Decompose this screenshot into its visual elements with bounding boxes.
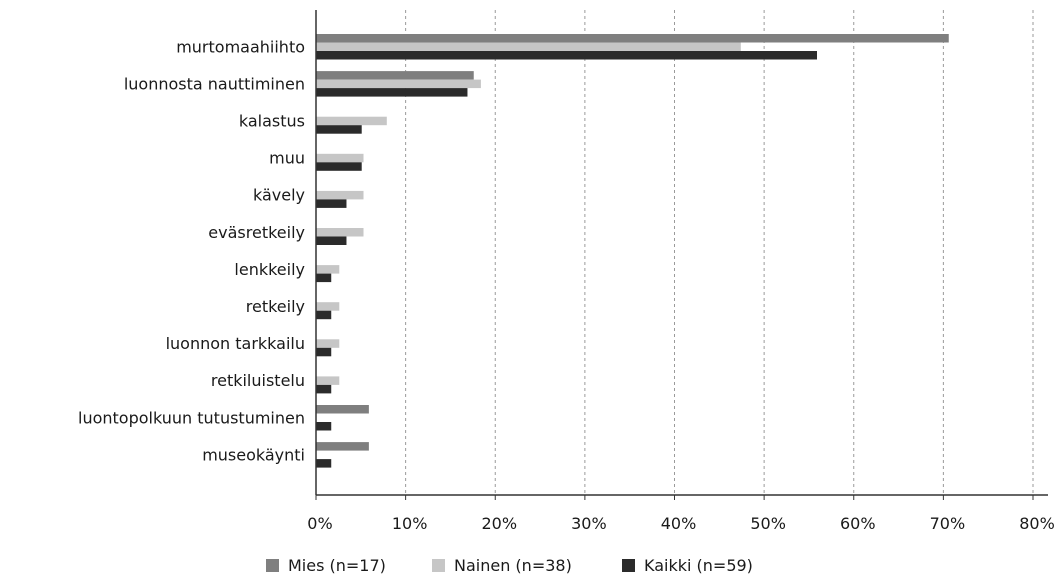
x-tick-labels: 0% 10% 20% 30% 40% 50% 60% 70% 80% (307, 514, 1054, 533)
category-label: eväsretkeily (208, 223, 305, 242)
bar (316, 384, 332, 394)
legend-label: Kaikki (n=59) (644, 556, 753, 575)
category-label: lenkkeily (234, 260, 305, 279)
legend-label: Nainen (n=38) (454, 556, 572, 575)
category-label: retkiluistelu (211, 371, 305, 390)
x-tick-label: 80% (1019, 514, 1055, 533)
bar (316, 42, 741, 51)
category-label: museokäynti (202, 445, 305, 464)
bar (316, 459, 332, 468)
legend-swatch (432, 559, 445, 572)
legend-label: Mies (n=17) (288, 556, 386, 575)
x-tick-label: 60% (840, 514, 876, 533)
bar (316, 190, 364, 200)
category-label: murtomaahiihto (176, 37, 305, 56)
legend-swatch (266, 559, 279, 572)
bar (316, 88, 468, 97)
category-label: luonnosta nauttiminen (124, 74, 305, 93)
category-label: luonnon tarkkailu (166, 334, 305, 353)
bar (316, 442, 369, 451)
bar (316, 162, 362, 171)
bar (316, 153, 364, 163)
bar (316, 199, 347, 208)
bar (316, 51, 818, 60)
category-label: kalastus (239, 111, 305, 130)
x-tick-label: 50% (750, 514, 786, 533)
category-labels: murtomaahiihto luonnosta nauttiminen kalas… (78, 37, 305, 464)
bar (316, 376, 340, 385)
legend-swatch (622, 559, 635, 572)
bar (316, 273, 332, 283)
bar (316, 310, 332, 320)
category-label: luontopolkuun tutustuminen (78, 408, 305, 427)
category-label: retkeily (246, 297, 305, 316)
bar (316, 347, 332, 357)
x-tick-label: 30% (571, 514, 607, 533)
x-tick-label: 10% (392, 514, 428, 533)
category-label: kävely (253, 186, 305, 205)
bar (316, 236, 347, 245)
x-tick-label: 40% (661, 514, 697, 533)
legend: Mies (n=17) Nainen (n=38) Kaikki (n=59) (266, 556, 753, 575)
category-label: muu (269, 149, 305, 168)
axes (315, 10, 1048, 500)
bar (316, 79, 481, 89)
x-tick-label: 20% (481, 514, 517, 533)
bar (316, 405, 369, 414)
x-tick-label: 70% (930, 514, 966, 533)
bars (316, 34, 949, 468)
bar (316, 125, 362, 134)
bar (316, 71, 474, 80)
bar (316, 302, 340, 311)
bar (316, 422, 332, 431)
x-tick-label: 0% (307, 514, 332, 533)
gridlines (405, 10, 1034, 495)
bar (316, 34, 949, 43)
bar (316, 116, 387, 126)
bar (316, 339, 340, 348)
bar (316, 265, 340, 274)
bar (316, 228, 364, 237)
